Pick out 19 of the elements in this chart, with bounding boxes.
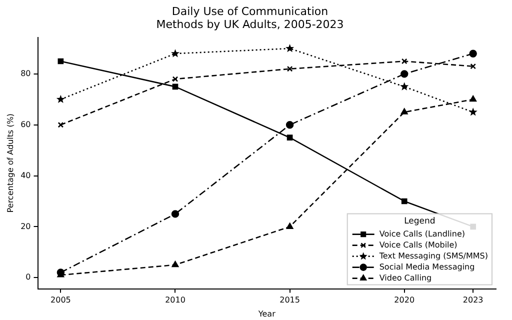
chart-title: Daily Use of Communication Methods by UK Adults, 2005-2023 [156, 5, 344, 31]
y-tick-label: 20 [20, 222, 31, 231]
x-tick-label: 2015 [280, 296, 300, 305]
legend-label: Video Calling [379, 273, 432, 282]
legend-label: Social Media Messaging [379, 262, 475, 272]
x-tick-label: 2020 [394, 296, 415, 305]
x-tick-label: 2010 [165, 296, 186, 305]
x-tick-label: 2023 [462, 296, 484, 305]
y-tick-label: 60 [20, 120, 31, 129]
x-axis-title: Year [257, 309, 276, 318]
x-tick-label: 2005 [50, 296, 71, 305]
y-axis-title: Percentage of Adults (%) [6, 113, 15, 213]
legend-label: Voice Calls (Landline) [379, 229, 466, 238]
legend-label: Text Messaging (SMS/MMS) [378, 251, 488, 260]
legend-title: Legend [404, 216, 436, 226]
legend-label: Voice Calls (Mobile) [379, 240, 458, 250]
y-tick-label: 40 [20, 170, 31, 180]
y-tick-label: 80 [20, 69, 31, 78]
y-tick-label: 0 [26, 272, 31, 282]
